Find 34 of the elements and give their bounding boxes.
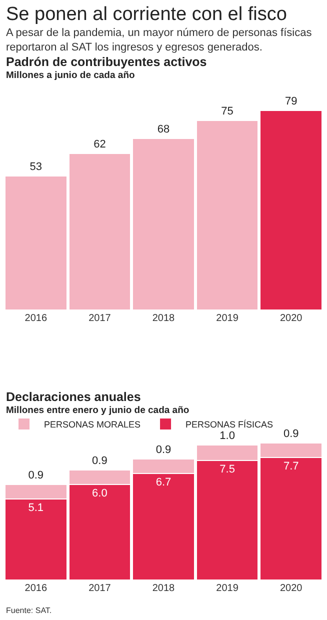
data-label: 5.1 xyxy=(28,502,44,514)
x-tick-label: 2018 xyxy=(152,313,176,324)
x-tick-label: 2019 xyxy=(216,583,239,594)
chart-subtitle: Millones a junio de cada año xyxy=(6,70,135,81)
chart-title: Padrón de contribuyentes activos xyxy=(6,55,207,69)
data-label: 0.9 xyxy=(156,444,172,456)
data-label: 68 xyxy=(157,123,170,136)
data-label: 53 xyxy=(30,161,42,174)
data-label: 79 xyxy=(284,96,298,108)
data-label: 6.7 xyxy=(156,476,172,488)
source-note: Fuente: SAT. xyxy=(6,606,52,615)
x-tick-label: 2020 xyxy=(280,583,303,594)
x-tick-label: 2016 xyxy=(24,313,48,324)
text: Se ponen al corriente con el fisco xyxy=(6,4,287,25)
chart-title: Declaraciones anuales xyxy=(6,390,141,404)
x-tick-label: 2020 xyxy=(280,313,303,324)
text: A pesar de la pandemia, un mayor número de personas físicas reportaron al SAT los ingresos y egresos generados. xyxy=(6,27,312,54)
data-label: 1.0 xyxy=(220,430,235,442)
data-label: 7.5 xyxy=(220,464,235,476)
data-label: 0.9 xyxy=(92,455,108,468)
data-label: 0.9 xyxy=(283,428,299,440)
data-label: 6.0 xyxy=(92,488,108,500)
x-tick-label: 2017 xyxy=(88,583,112,594)
x-tick-label: 2017 xyxy=(88,313,112,324)
x-tick-label: 2019 xyxy=(216,313,239,324)
legend-label: PERSONAS MORALES xyxy=(44,420,141,430)
data-label: 0.9 xyxy=(28,470,44,482)
legend-label: PERSONAS FÍSICAS xyxy=(186,420,274,430)
data-label: 62 xyxy=(94,138,106,150)
x-tick-label: 2018 xyxy=(152,583,176,594)
data-label: 75 xyxy=(221,106,234,118)
x-tick-label: 2016 xyxy=(24,583,48,594)
chart-subtitle: Millones entre enero y junio de cada año xyxy=(6,405,190,416)
data-label: 7.7 xyxy=(283,460,299,473)
